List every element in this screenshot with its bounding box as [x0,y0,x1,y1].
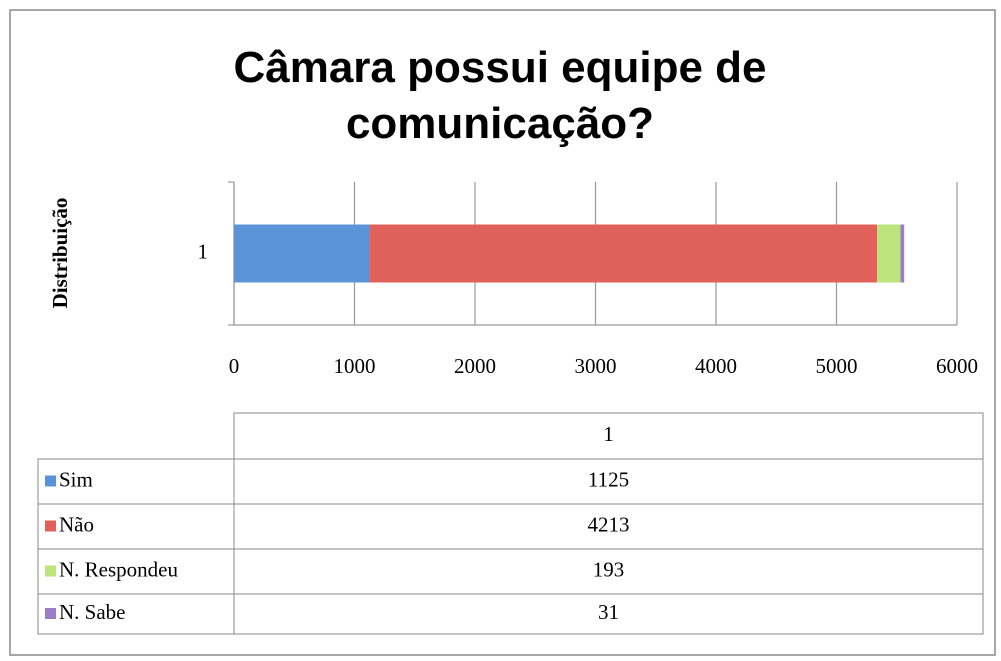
x-tick-label: 3000 [575,354,617,378]
x-tick-label: 0 [229,354,240,378]
x-tick-label: 2000 [454,354,496,378]
table-value: 1125 [588,467,629,491]
x-tick-label: 1000 [334,354,376,378]
chart-border [9,9,996,656]
bar-segment [369,224,878,283]
table-value: 31 [598,600,619,624]
table-cell [233,593,984,635]
bar-segment [900,224,905,283]
table-value: 4213 [588,512,630,536]
legend-label: N. Respondeu [59,557,178,581]
legend-swatch [45,608,56,619]
legend-swatch [45,475,56,487]
table-header: 1 [603,422,614,446]
x-tick-label: 4000 [695,354,737,378]
legend-swatch [45,565,56,577]
x-tick-label: 6000 [936,354,978,378]
bar-segment [234,224,370,283]
table-value: 193 [593,557,625,581]
bar-segment [877,224,901,283]
legend-label: Sim [59,467,93,491]
x-tick-label: 5000 [816,354,858,378]
y-tick-label: 1 [198,239,209,263]
y-axis-label: Distribuição [48,198,72,309]
legend-label: Não [59,512,94,536]
legend-label: N. Sabe [59,600,126,624]
legend-swatch [45,520,56,532]
chart-title: Câmara possui equipe de comunicação? [233,43,767,148]
